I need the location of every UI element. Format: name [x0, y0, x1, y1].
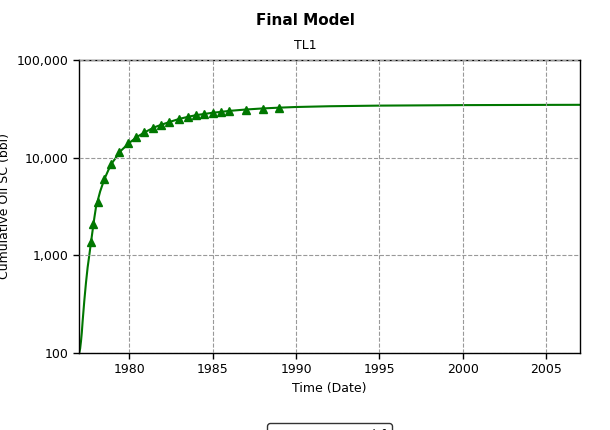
TM1 5.irf	[226, 108, 233, 114]
TL1.fhf	[242, 107, 249, 112]
TM1 5.irf	[276, 105, 283, 110]
TM1 5.irf	[542, 102, 550, 108]
TL1.fhf	[176, 117, 183, 122]
TL1.fhf	[116, 149, 123, 154]
TM1 5.irf	[89, 227, 96, 233]
TL1.fhf	[141, 129, 148, 135]
Text: TL1: TL1	[293, 39, 317, 52]
TM1 5.irf	[79, 319, 86, 324]
TM1 5.irf	[376, 103, 383, 108]
TL1.fhf	[166, 119, 173, 124]
Y-axis label: Cumulative Oil SC (bbl): Cumulative Oil SC (bbl)	[0, 133, 12, 280]
TM1 5.irf	[201, 111, 208, 117]
TM1 5.irf	[326, 104, 333, 109]
TM1 5.irf	[192, 113, 199, 118]
TM1 5.irf	[576, 102, 583, 108]
X-axis label: Time (Date): Time (Date)	[292, 381, 367, 395]
TL1.fhf	[90, 221, 97, 226]
TL1.fhf	[192, 113, 199, 118]
TM1 5.irf	[167, 119, 174, 124]
TM1 5.irf	[217, 109, 224, 114]
TM1 5.irf	[105, 167, 112, 172]
TM1 5.irf	[91, 215, 98, 221]
TL1.fhf	[157, 122, 165, 127]
TM1 5.irf	[101, 177, 108, 182]
TM1 5.irf	[134, 134, 142, 139]
TL1.fhf	[226, 108, 233, 114]
TM1 5.irf	[209, 110, 217, 115]
Line: TL1.fhf: TL1.fhf	[87, 104, 284, 246]
TM1 5.irf	[459, 102, 467, 108]
TL1.fhf	[184, 115, 192, 120]
TM1 5.irf	[96, 189, 104, 194]
TL1.fhf	[209, 111, 217, 116]
TM1 5.irf	[76, 350, 83, 355]
TM1 5.irf	[184, 114, 192, 120]
TM1 5.irf	[159, 122, 167, 127]
TM1 5.irf	[77, 339, 85, 344]
TM1 5.irf	[84, 265, 92, 270]
TM1 5.irf	[126, 140, 133, 145]
TL1.fhf	[201, 111, 208, 117]
TL1.fhf	[94, 200, 101, 205]
TL1.fhf	[276, 105, 283, 111]
TL1.fhf	[107, 161, 115, 166]
TM1 5.irf	[81, 298, 88, 304]
TL1.fhf	[132, 135, 140, 140]
TL1.fhf	[217, 110, 224, 115]
TM1 5.irf	[142, 129, 149, 134]
TL1.fhf	[124, 141, 131, 146]
Text: Final Model: Final Model	[256, 13, 354, 28]
TL1.fhf	[149, 125, 156, 130]
TM1 5.irf	[242, 107, 249, 112]
TM1 5.irf	[87, 240, 95, 245]
TM1 5.irf	[76, 346, 84, 351]
TM1 5.irf	[259, 106, 267, 111]
TL1.fhf	[259, 106, 267, 111]
TM1 5.irf	[292, 104, 300, 110]
TM1 5.irf	[117, 148, 124, 153]
TM1 5.irf	[151, 125, 158, 130]
TL1.fhf	[101, 177, 108, 182]
TM1 5.irf	[82, 280, 90, 286]
TM1 5.irf	[78, 330, 85, 335]
Line: TM1 5.irf: TM1 5.irf	[79, 105, 580, 353]
TM1 5.irf	[109, 160, 117, 165]
TM1 5.irf	[85, 252, 93, 258]
TM1 5.irf	[176, 116, 183, 121]
TL1.fhf	[87, 240, 95, 245]
TM1 5.irf	[92, 205, 99, 210]
Legend: TM1 5.irf, TL1.fhf: TM1 5.irf, TL1.fhf	[267, 423, 392, 430]
